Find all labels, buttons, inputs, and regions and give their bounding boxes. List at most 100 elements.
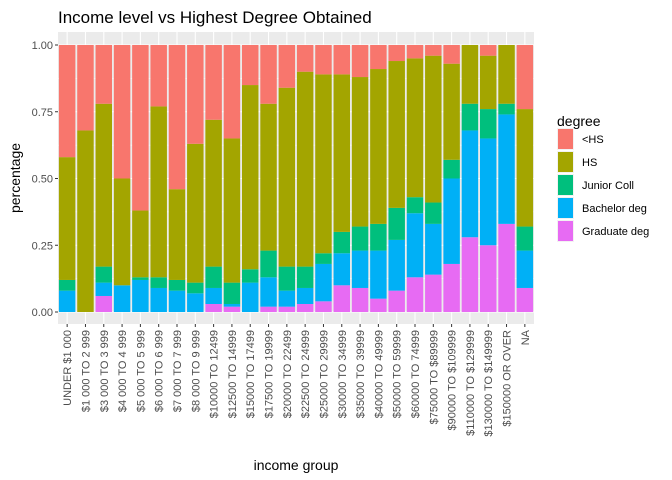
bar-segment [296,45,314,72]
bar-segment [241,269,259,283]
bar-segment [260,250,277,278]
bar-segment [461,45,479,104]
bar-segment [168,189,186,280]
bar-segment [388,290,405,312]
bar-segment [443,159,460,179]
bar-segment [498,103,515,115]
bar-segment [223,138,241,283]
legend-swatch [558,129,573,149]
bar-segment [278,45,296,88]
bar-segment [479,138,497,246]
bar-segment [351,226,369,251]
bar-segment [296,303,314,312]
bar-segment [150,106,167,278]
bar-segment [425,55,442,203]
x-tick-label: $20000 TO 22499 [282,330,294,418]
bar-segment [187,45,204,144]
x-tick-label: $60000 TO 74999 [410,330,422,418]
bar-segment [132,45,149,211]
bar-segment [370,45,387,70]
bar-segment [296,287,314,304]
bar-segment [370,223,387,251]
bar-segment [205,119,222,267]
y-tick-label: 0.25 [32,240,53,252]
bar-segment [443,63,460,160]
x-axis-title: income group [254,457,339,473]
legend-label: <HS [582,134,604,146]
bar-segment [425,45,442,56]
bar-segment [187,293,204,312]
bar-segment [498,223,515,312]
bar-segment [278,306,296,312]
bar-segment [260,277,277,307]
x-tick-label: $150000 OR OVER [502,330,514,427]
bar-segment [95,295,113,312]
legend-swatch [558,152,573,172]
bar-segment [187,282,204,294]
bar-segment [296,71,314,267]
bar-segment [351,45,369,78]
bar-segment [58,45,76,158]
bar-segment [58,157,76,280]
bar-segment [278,87,296,267]
x-tick-label: $4 000 TO 4 999 [117,330,129,412]
x-tick-label: $3 000 TO 3 999 [99,330,111,412]
legend-label: Bachelor deg [582,203,647,215]
bar-segment [315,263,332,302]
bar-segment [479,109,497,139]
bar-segment [498,114,515,224]
bar-segment [95,266,113,283]
x-tick-label: $35000 TO 39999 [355,330,367,418]
bar-segment [205,303,222,312]
bar-segment [58,290,76,312]
bar-segment [150,45,167,107]
bar-segment [132,210,149,278]
x-tick-label: $7 000 TO 7 999 [172,330,184,412]
x-tick-label: $8 000 TO 9 999 [190,330,202,412]
bar-segment [241,282,259,312]
bar-segment [370,250,387,299]
bar-segment [315,253,332,264]
bar-segment [113,285,131,312]
bar-segment [223,303,241,307]
bar-segment [443,45,460,64]
bar-segment [516,250,534,288]
bar-segment [168,279,186,291]
legend-label: Graduate deg [582,226,649,238]
x-tick-label: NA [520,329,532,345]
bar-segment [406,58,424,198]
bar-segment [333,253,351,286]
x-tick-label: $75000 TO $89999 [428,330,440,424]
bar-segment [223,282,241,304]
bar-segment [461,103,479,131]
y-axis-title: percentage [7,143,23,213]
y-tick-label: 1.00 [32,40,53,52]
bar-segment [241,85,259,270]
bar-segment [351,77,369,227]
bar-segment [260,306,277,312]
bar-segment [241,45,259,86]
bar-segment [333,285,351,312]
bar-segment [498,45,515,104]
bar-segment [187,143,204,283]
bar-segment [425,274,442,312]
x-tick-label: $15000 TO 17499 [245,330,257,418]
x-tick-label: $17500 TO 19999 [264,330,276,418]
bar-segment [333,45,351,75]
bar-segment [278,266,296,291]
x-tick-label: $5 000 TO 5 999 [135,330,147,412]
bar-segment [113,178,131,286]
legend-swatch [558,175,573,195]
bar-segment [406,277,424,312]
bar-segment [205,45,222,120]
bar-segment [406,45,424,59]
bar-segment [461,237,479,312]
x-tick-label: $40000 TO 49999 [373,330,385,418]
bar-segment [351,287,369,312]
bar-segment [516,45,534,110]
bar-segment [296,266,314,288]
bar-segment [388,61,405,208]
bar-segment [168,290,186,312]
bar-segment [333,231,351,254]
bar-segment [205,266,222,288]
